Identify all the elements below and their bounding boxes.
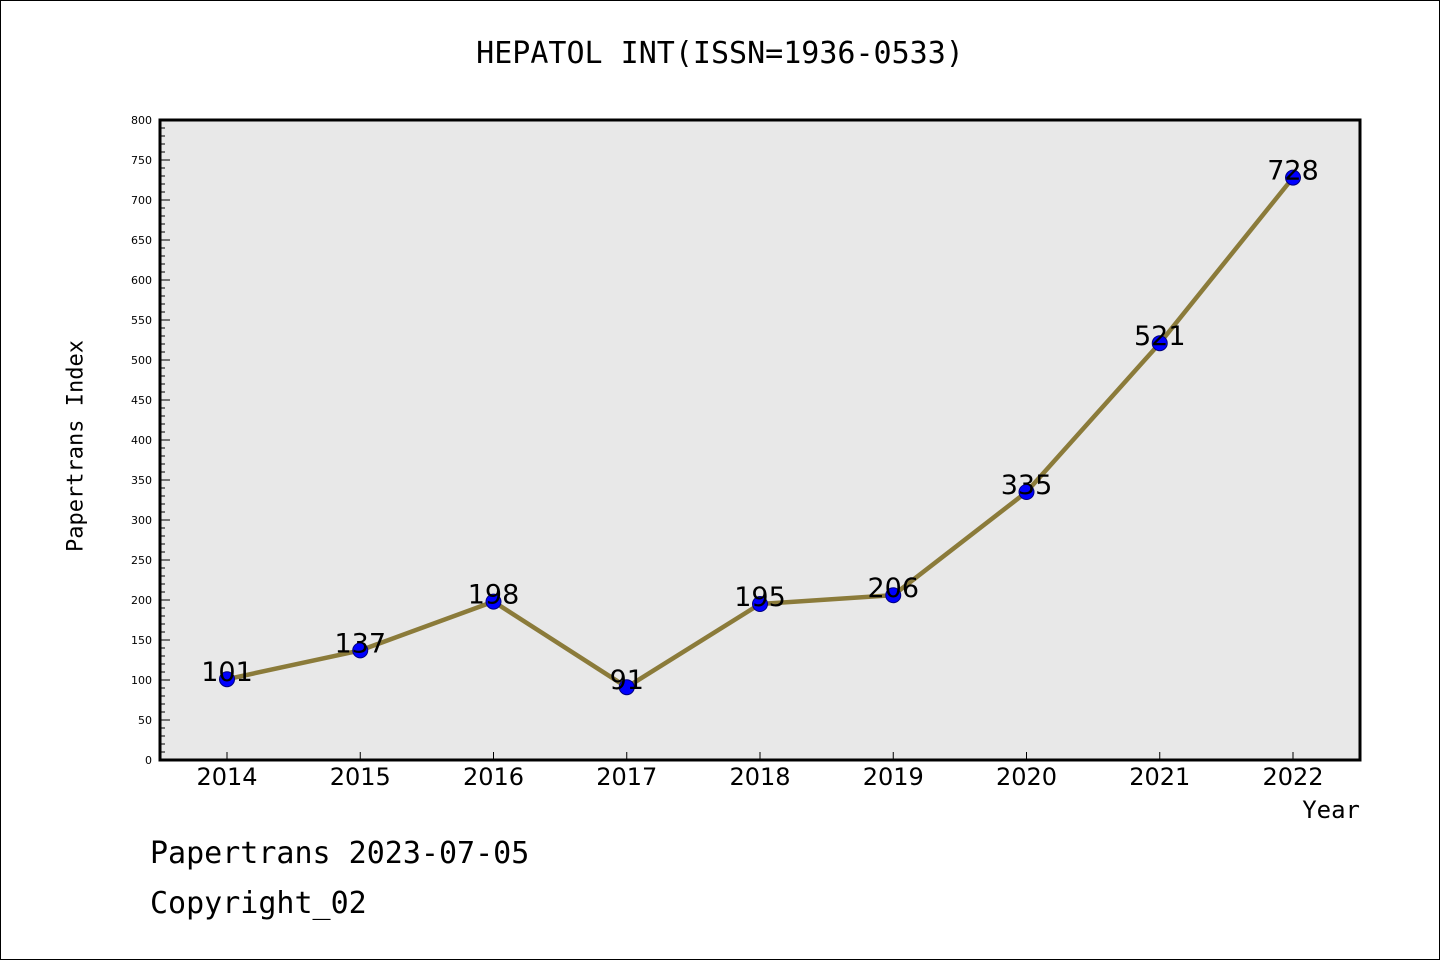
y-tick-label: 500 bbox=[131, 354, 152, 367]
y-tick-label: 0 bbox=[145, 754, 152, 767]
data-point bbox=[1285, 169, 1301, 186]
data-point bbox=[1151, 335, 1168, 352]
x-tick-label: 2021 bbox=[1129, 763, 1190, 791]
x-tick-label: 2019 bbox=[863, 763, 924, 791]
x-tick-label: 2017 bbox=[596, 763, 657, 791]
x-tick-label: 2018 bbox=[729, 763, 790, 791]
data-point bbox=[885, 587, 902, 604]
y-tick-label: 700 bbox=[131, 194, 152, 207]
chart-title: HEPATOL INT(ISSN=1936-0533) bbox=[476, 36, 964, 71]
plot-border bbox=[158, 118, 1362, 762]
plot-area bbox=[160, 120, 1360, 760]
data-label: 137 bbox=[334, 628, 386, 659]
data-label: 728 bbox=[1267, 156, 1319, 187]
x-tick-label: 2014 bbox=[196, 763, 257, 791]
y-tick-label: 200 bbox=[131, 594, 152, 607]
y-tick-label: 650 bbox=[131, 234, 152, 247]
data-label: 91 bbox=[610, 665, 644, 696]
x-tick-label: 2016 bbox=[463, 763, 524, 791]
footer-date: Papertrans 2023-07-05 bbox=[150, 836, 530, 871]
y-tick-label: 800 bbox=[131, 114, 152, 127]
y-tick-label: 600 bbox=[131, 274, 152, 287]
y-tick-label: 50 bbox=[138, 714, 152, 727]
data-point bbox=[618, 679, 635, 696]
y-tick-label: 750 bbox=[131, 154, 152, 167]
y-tick-label: 250 bbox=[131, 554, 152, 567]
data-point bbox=[219, 671, 235, 688]
data-point bbox=[352, 642, 369, 659]
y-tick-label: 350 bbox=[131, 474, 152, 487]
x-axis: 2014 2015 2016 2017 2018 2019 2020 2021 2022 bbox=[196, 752, 1324, 791]
x-tick-label: 2022 bbox=[1262, 763, 1323, 791]
y-tick-label: 550 bbox=[131, 314, 152, 327]
data-point bbox=[752, 596, 768, 612]
data-label: 521 bbox=[1134, 321, 1186, 352]
y-axis: 0 50 100 150 200 250 300 350 400 450 500 550 600 650 7… bbox=[131, 114, 170, 767]
x-tick-label: 2020 bbox=[996, 763, 1057, 791]
data-label: 335 bbox=[1001, 470, 1053, 501]
data-label: 195 bbox=[734, 582, 786, 613]
y-tick-label: 300 bbox=[131, 514, 152, 527]
data-label: 206 bbox=[867, 573, 919, 604]
x-axis-label: Year bbox=[1302, 796, 1360, 824]
y-tick-label: 100 bbox=[131, 674, 152, 687]
footer-copyright: Copyright_02 bbox=[150, 886, 367, 921]
data-label: 198 bbox=[468, 580, 520, 611]
data-label: 101 bbox=[201, 657, 253, 688]
series-line: 101 137 198 91 195 206 335 521 728 bbox=[201, 156, 1319, 697]
data-point bbox=[1018, 484, 1035, 500]
data-point bbox=[485, 593, 502, 610]
x-tick-label: 2015 bbox=[330, 763, 391, 791]
y-tick-label: 400 bbox=[131, 434, 152, 447]
y-tick-label: 150 bbox=[131, 634, 152, 647]
y-tick-label: 450 bbox=[131, 394, 152, 407]
